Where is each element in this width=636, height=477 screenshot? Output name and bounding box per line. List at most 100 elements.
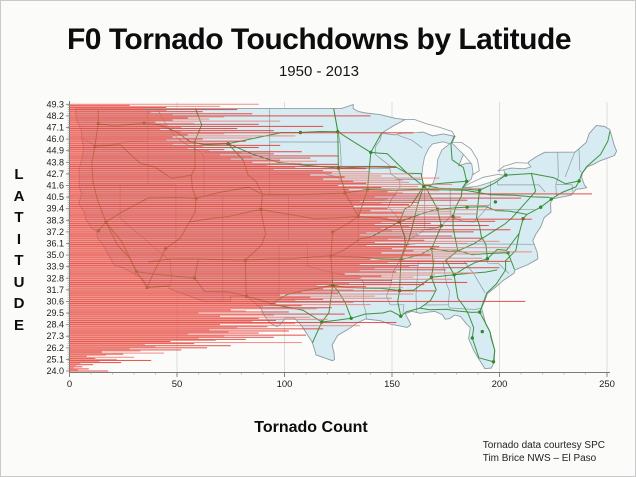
tornado-count-bar [69,103,259,105]
tornado-count-bar [69,236,403,238]
tornado-count-bar [69,221,382,223]
tornado-count-bar [69,363,81,365]
tornado-count-bar [69,208,388,210]
tornado-count-bar [69,143,173,145]
interstate-highway [479,131,611,362]
tornado-count-bar [69,211,453,213]
data-credit: Tornado data courtesy SPC Tim Brice NWS … [483,439,605,465]
tornado-count-bar [69,301,354,304]
y-tick-label: 48.2 [46,111,64,121]
tornado-count-bar [69,366,83,368]
tornado-count-bar [69,232,367,234]
great-lake [450,142,480,176]
tornado-count-bar [69,141,195,143]
tornado-count-bar [69,156,253,158]
tornado-count-bar [69,119,173,121]
tornado-count-bar [69,204,489,207]
tornado-count-bar [69,233,418,235]
tornado-count-bar [69,345,231,347]
tornado-count-bar [69,250,414,252]
tornado-count-bar [69,237,483,239]
tornado-count-bar [69,126,182,128]
tornado-count-bar [69,295,375,297]
tornado-count-bar [69,257,483,259]
tornado-count-bar [69,133,225,135]
tornado-count-bar [69,185,418,188]
tornado-count-bar [69,162,302,164]
tornado-count-bar [69,254,431,256]
tornado-count-bar [69,178,324,180]
tornado-count-bar [69,120,281,122]
tornado-count-bar [69,294,281,296]
y-tick-label: 36.1 [46,238,64,248]
tornado-count-bar [69,164,268,166]
tornado-count-bar [69,362,122,364]
tornado-count-bar [69,368,89,370]
state-border [578,148,582,173]
x-tick-label: 250 [599,379,615,390]
y-tick-label: 37.2 [46,227,64,237]
y-tick-label: 30.6 [46,296,64,306]
tornado-count-bar [69,199,468,201]
tornado-count-bar [69,124,167,126]
tornado-count-bar [69,268,375,270]
tornado-count-bar [69,314,274,316]
tornado-count-bar [69,253,478,255]
tornado-count-bar [69,176,345,178]
tornado-count-bar [69,247,511,249]
tornado-count-bar [69,354,106,356]
tornado-count-bar [69,246,440,248]
tornado-count-bar [69,226,410,228]
tornado-count-bar [69,193,592,195]
tornado-count-bar [69,359,152,361]
tornado-count-bar [69,239,425,241]
tornado-count-bar [69,106,167,108]
tornado-count-bar [69,173,414,175]
tornado-count-bar [69,344,145,346]
axes: 49.3 48.247.1 46.0 44.943.8 42.741.6 40.5 39.4… [46,99,614,390]
tornado-count-bar [69,209,504,211]
x-tick-label: 200 [492,379,508,390]
tornado-count-bar [69,190,440,192]
tornado-count-bar [69,138,203,140]
tornado-count-bar [69,281,468,283]
tornado-count-bar [69,306,263,308]
tornado-count-bar [69,121,156,123]
tornado-count-bar [69,175,382,177]
tornado-count-bar [69,289,354,291]
city-dot [399,314,403,318]
tornado-count-bar [69,114,173,116]
tornado-count-bar [69,313,345,315]
tornado-count-bar [69,235,453,237]
state-border [442,261,450,309]
tornado-count-bar [69,169,274,171]
y-tick-label: 41.6 [46,180,64,190]
tornado-count-bar [69,168,367,170]
tornado-count-bar [69,275,382,277]
y-tick-label: 49.3 [46,99,64,109]
y-tick-label: 26.2 [46,343,64,353]
y-tick-label: 42.7 [46,169,64,179]
tornado-count-bar [69,212,403,214]
tornado-count-bar [69,122,195,124]
city-dot [451,214,455,219]
tornado-count-bar [69,331,229,333]
tornado-count-bar [69,184,339,186]
tornado-count-bar [69,337,199,339]
tornado-count-bar [69,187,382,189]
tornado-count-bar [69,288,324,290]
x-tick-label: 50 [172,379,183,390]
city-dot [493,200,498,204]
tornado-count-bar [69,151,302,153]
state-border [564,151,576,178]
bars-group [69,103,592,372]
tornado-count-bar [69,271,397,273]
tornado-count-bar [69,262,468,264]
tornado-count-bar [69,167,296,169]
tornado-count-bar [69,315,220,317]
tornado-count-bar [69,245,367,247]
tornado-count-bar [69,170,324,172]
tornado-count-bar [69,177,440,179]
